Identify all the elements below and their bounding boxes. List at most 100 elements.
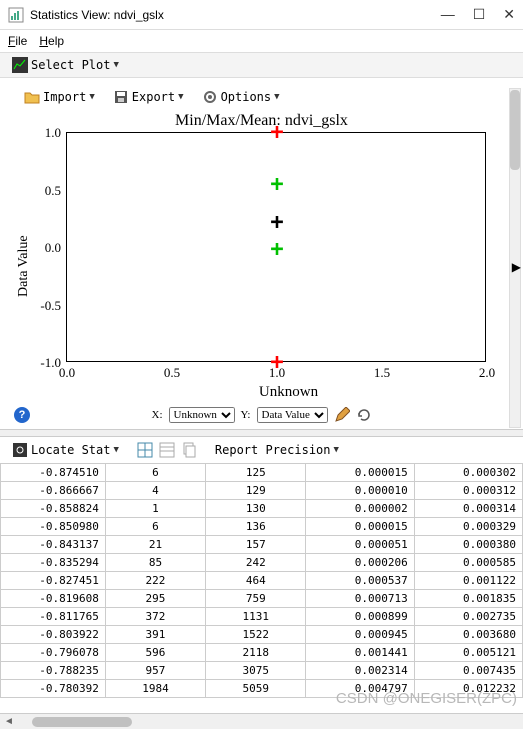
close-button[interactable]: ✕ [503, 6, 515, 23]
y-axis-select[interactable]: Data Value [257, 407, 328, 423]
locate-stat-label: Locate Stat [31, 443, 110, 457]
table-cell: 0.000314 [414, 500, 522, 518]
copy-icon[interactable] [181, 442, 197, 458]
folder-icon [24, 89, 40, 105]
options-label: Options [221, 90, 272, 104]
report-precision-button[interactable]: Report Precision ▼ [211, 441, 343, 459]
chevron-down-icon: ▼ [89, 92, 94, 102]
table-row[interactable]: -0.843137211570.0000510.000380 [1, 536, 523, 554]
pencil-icon[interactable] [334, 407, 350, 423]
table-cell: 1522 [206, 626, 306, 644]
options-button[interactable]: Options ▼ [198, 87, 284, 107]
export-button[interactable]: Export ▼ [109, 87, 188, 107]
grid-icon[interactable] [137, 442, 153, 458]
data-point: + [270, 239, 283, 261]
minimize-button[interactable]: — [441, 6, 455, 23]
table-cell: 295 [105, 590, 205, 608]
x-axis-label: Unknown [66, 384, 511, 401]
scrollbar-horizontal[interactable]: ◄ [0, 713, 523, 729]
table-cell: 130 [206, 500, 306, 518]
table-cell: 596 [105, 644, 205, 662]
table-row[interactable]: -0.8196082957590.0007130.001835 [1, 590, 523, 608]
table-toolbar: Locate Stat ▼ Report Precision ▼ [0, 437, 523, 463]
table-cell: 2118 [206, 644, 306, 662]
table-row[interactable]: -0.86666741290.0000100.000312 [1, 482, 523, 500]
table-cell: 222 [105, 572, 205, 590]
scrollbar-vertical[interactable] [509, 88, 521, 428]
maximize-button[interactable]: ☐ [473, 6, 486, 23]
menu-help[interactable]: Help [39, 34, 64, 48]
table-cell: 1984 [105, 680, 205, 698]
table-row[interactable]: -0.780392198450590.0047970.012232 [1, 680, 523, 698]
table-cell: 0.000312 [414, 482, 522, 500]
x-tick: 1.5 [374, 361, 390, 381]
table-cell: 5059 [206, 680, 306, 698]
table-cell: 0.000010 [306, 482, 414, 500]
table-cell: 391 [105, 626, 205, 644]
help-icon[interactable]: ? [14, 407, 30, 423]
table-cell: -0.827451 [1, 572, 106, 590]
table-cell: -0.780392 [1, 680, 106, 698]
table-cell: -0.788235 [1, 662, 106, 680]
table-row[interactable]: -0.85882411300.0000020.000314 [1, 500, 523, 518]
table-cell: 0.001441 [306, 644, 414, 662]
table-cell: -0.835294 [1, 554, 106, 572]
y-tick: 1.0 [45, 125, 67, 141]
x-axis-select[interactable]: Unknown [169, 407, 235, 423]
scroll-left-icon[interactable]: ◄ [0, 716, 18, 727]
table-cell: 0.012232 [414, 680, 522, 698]
menu-file[interactable]: File [8, 34, 27, 48]
plot-icon [12, 57, 28, 73]
table-cell: 0.000002 [306, 500, 414, 518]
import-label: Import [43, 90, 86, 104]
table-cell: 125 [206, 464, 306, 482]
table-cell: 0.001835 [414, 590, 522, 608]
chevron-down-icon: ▼ [334, 445, 339, 455]
panel-divider[interactable] [0, 429, 523, 437]
import-button[interactable]: Import ▼ [20, 87, 99, 107]
table-cell: 157 [206, 536, 306, 554]
table-cell: 0.000713 [306, 590, 414, 608]
table-row[interactable]: -0.835294852420.0002060.000585 [1, 554, 523, 572]
table-cell: 0.000537 [306, 572, 414, 590]
table-cell: 0.002314 [306, 662, 414, 680]
table-cell: 0.005121 [414, 644, 522, 662]
table-row[interactable]: -0.80392239115220.0009450.003680 [1, 626, 523, 644]
table-cell: -0.850980 [1, 518, 106, 536]
table-row[interactable]: -0.87451061250.0000150.000302 [1, 464, 523, 482]
table-row[interactable]: -0.79607859621180.0014410.005121 [1, 644, 523, 662]
table-row[interactable]: -0.78823595730750.0023140.007435 [1, 662, 523, 680]
expand-arrow-icon[interactable]: ▶ [512, 260, 521, 274]
table-cell: 0.007435 [414, 662, 522, 680]
menubar: File Help [0, 30, 523, 52]
table-cell: 85 [105, 554, 205, 572]
table-cell: 0.000206 [306, 554, 414, 572]
table-cell: 0.000899 [306, 608, 414, 626]
locate-icon [12, 442, 28, 458]
locate-stat-button[interactable]: Locate Stat ▼ [8, 440, 123, 460]
plot-area[interactable]: -1.0-0.50.00.51.00.00.51.01.52.0+++++ [66, 132, 486, 362]
table-row[interactable]: -0.85098061360.0000150.000329 [1, 518, 523, 536]
data-point: + [270, 174, 283, 196]
table-cell: 6 [105, 464, 205, 482]
table-cell: 0.000015 [306, 518, 414, 536]
table-cell: 3075 [206, 662, 306, 680]
data-point: + [270, 122, 283, 144]
table-cell: -0.796078 [1, 644, 106, 662]
export-label: Export [132, 90, 175, 104]
refresh-icon[interactable] [356, 407, 372, 423]
table-icon[interactable] [159, 442, 175, 458]
table-row[interactable]: -0.81176537211310.0008990.002735 [1, 608, 523, 626]
scroll-thumb[interactable] [32, 717, 132, 727]
table-cell: -0.874510 [1, 464, 106, 482]
y-axis-label: Data Value [12, 132, 36, 401]
table-cell: 464 [206, 572, 306, 590]
table-cell: -0.803922 [1, 626, 106, 644]
table-cell: 0.000380 [414, 536, 522, 554]
table-cell: -0.819608 [1, 590, 106, 608]
table-row[interactable]: -0.8274512224640.0005370.001122 [1, 572, 523, 590]
chevron-down-icon: ▼ [274, 92, 279, 102]
table-cell: 759 [206, 590, 306, 608]
chart-title: Min/Max/Mean: ndvi_gslx [12, 112, 511, 130]
select-plot-button[interactable]: Select Plot ▼ [8, 55, 123, 75]
